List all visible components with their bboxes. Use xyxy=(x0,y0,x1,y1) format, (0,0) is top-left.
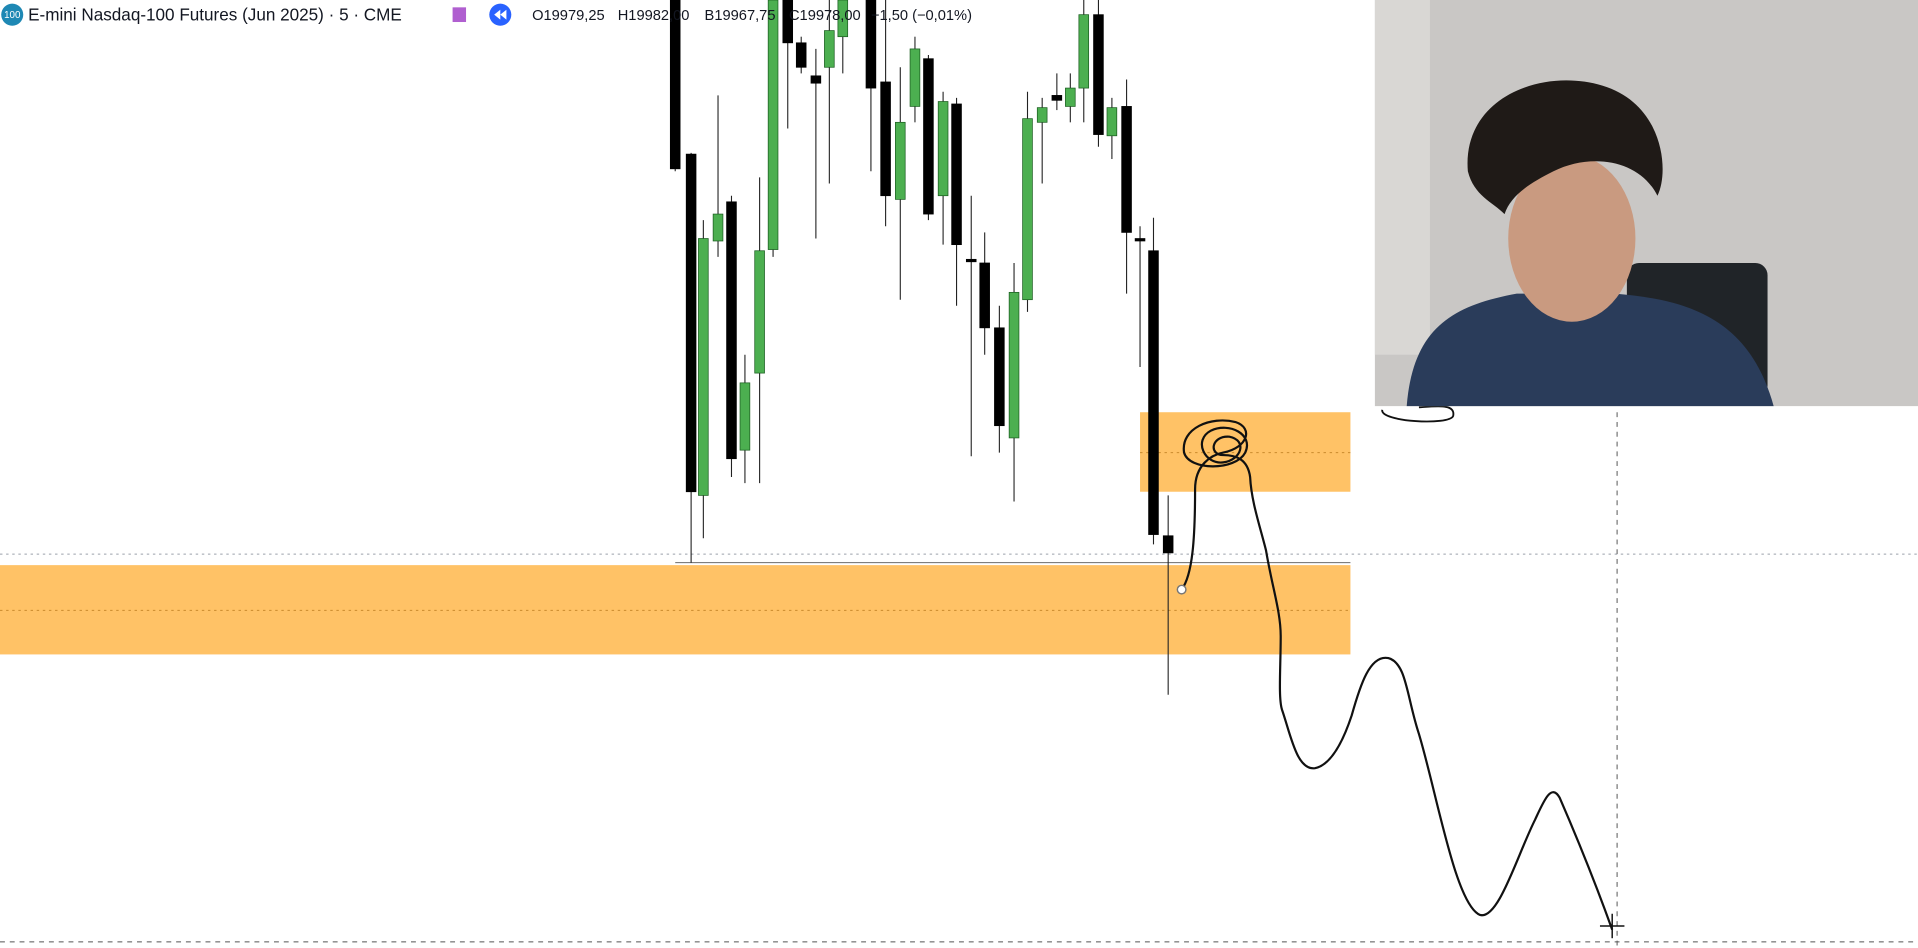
symbol-badge xyxy=(1,3,24,26)
candle-body xyxy=(880,81,891,197)
webcam-hair xyxy=(1467,80,1663,215)
candle-body xyxy=(937,101,949,197)
candle-body xyxy=(1008,291,1020,439)
candle-body xyxy=(951,103,962,246)
change-value: −1,50 (−0,01%) xyxy=(871,8,972,24)
hand-drawn-loop xyxy=(1381,405,1455,423)
cursor xyxy=(1599,913,1625,939)
candle-body xyxy=(895,121,906,200)
candle-body xyxy=(909,48,921,107)
flag-icon xyxy=(452,7,467,23)
candle-body xyxy=(1036,107,1048,123)
candle-body xyxy=(1134,238,1146,242)
header: 100 E-mini Nasdaq-100 Futures (Jun 2025)… xyxy=(1,3,972,26)
candle-body xyxy=(1106,107,1118,137)
candle-body xyxy=(1051,95,1063,101)
webcam-door xyxy=(1374,0,1430,355)
low-value: B19967,75 xyxy=(705,8,776,24)
candle-body xyxy=(810,75,822,84)
candle-body xyxy=(698,238,709,496)
candle-body xyxy=(837,0,849,38)
candle-body xyxy=(824,30,835,68)
candle-body xyxy=(712,213,724,242)
hand-drawn-path xyxy=(1180,419,1614,931)
webcam-face xyxy=(1508,155,1636,322)
webcam-overlay xyxy=(1374,0,1918,407)
badge-label: 100 xyxy=(4,10,21,21)
candle-body xyxy=(923,58,934,215)
candle-body xyxy=(782,0,794,44)
candles xyxy=(669,0,1174,695)
candle-body xyxy=(726,201,737,460)
symbol-title: E-mini Nasdaq-100 Futures (Jun 2025) · 5… xyxy=(28,5,402,24)
high-value: H19982,00 xyxy=(618,8,690,24)
candle-body xyxy=(1078,14,1090,89)
demand-zone xyxy=(0,565,1351,655)
candle-body xyxy=(739,382,751,451)
candle-body xyxy=(767,0,779,250)
candle-body xyxy=(1022,118,1033,301)
candle-body xyxy=(1093,14,1104,135)
webcam-shirt xyxy=(1406,293,1774,407)
close-value: C19978,00 xyxy=(789,8,861,24)
candle-body xyxy=(1148,250,1159,535)
candle-body xyxy=(669,0,681,170)
candle-body xyxy=(754,250,765,374)
open-value: O19979,25 xyxy=(532,8,605,24)
candle-body xyxy=(865,0,877,89)
candle-body xyxy=(1065,87,1076,107)
candle-body xyxy=(1162,535,1174,554)
candle-body xyxy=(1121,106,1132,233)
candle-body xyxy=(795,42,807,68)
anchor-point xyxy=(1176,584,1187,595)
candle-body xyxy=(979,262,990,329)
candle-body xyxy=(994,327,1005,427)
zones xyxy=(0,412,1918,655)
candle-body xyxy=(685,153,697,493)
candle-body xyxy=(965,258,977,263)
